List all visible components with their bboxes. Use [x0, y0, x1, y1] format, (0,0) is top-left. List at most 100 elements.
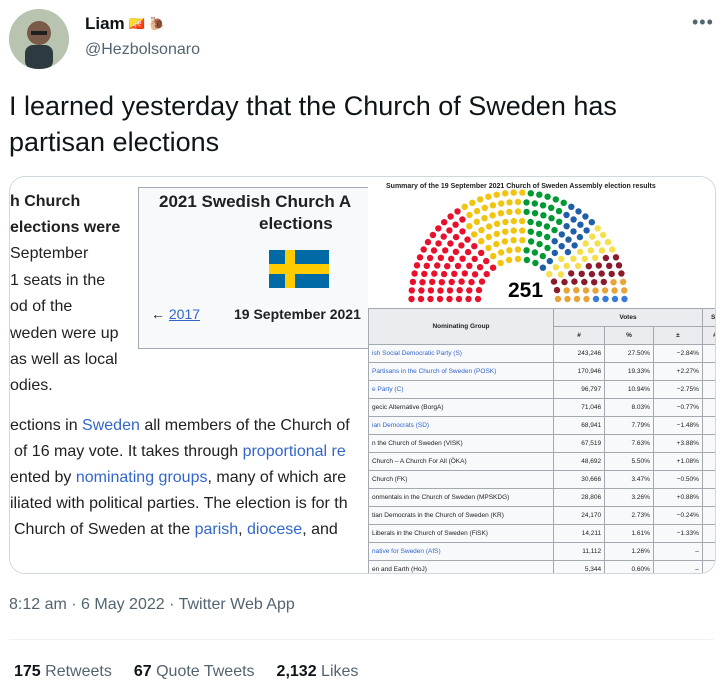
- seat-dot: [602, 295, 609, 303]
- seats-cell: 13: [701, 452, 715, 471]
- party-cell[interactable]: ian Democrats (SD): [368, 416, 554, 435]
- seat-dot: [419, 279, 426, 286]
- seats-cell: 19: [701, 416, 715, 435]
- text-segment: ented by: [10, 469, 76, 486]
- seat-dot: [464, 248, 472, 256]
- seat-dot: [561, 278, 568, 286]
- party-cell: Church – A Church For All (ÖKA): [368, 452, 554, 471]
- percent-cell: 1.61%: [604, 524, 654, 543]
- prev-election-link[interactable]: 2017: [168, 306, 201, 322]
- quote-tweets-stat[interactable]: 67 Quote Tweets: [134, 663, 255, 681]
- seat-dot: [489, 202, 497, 209]
- seat-dot: [411, 270, 418, 277]
- seat-dot: [514, 246, 522, 253]
- seat-dot: [459, 228, 466, 235]
- results-row: onmentals in the Church of Sweden (MPSKD…: [368, 488, 715, 507]
- seat-dot: [497, 249, 505, 256]
- seat-dot: [539, 202, 547, 209]
- seat-dot: [413, 262, 421, 269]
- seat-dot: [551, 226, 558, 234]
- proportional-link[interactable]: proportional re: [242, 443, 346, 460]
- seat-dot: [489, 264, 497, 271]
- seat-dot: [563, 223, 570, 230]
- parish-link[interactable]: parish: [194, 521, 239, 538]
- seat-dot: [611, 295, 619, 303]
- seat-dot: [571, 242, 578, 249]
- text-segment: , and: [302, 521, 338, 538]
- election-infobox: 2021 Swedish Church A elections ← 2017 1…: [138, 187, 368, 349]
- seat-dot: [468, 278, 475, 286]
- party-cell[interactable]: e Party (C): [368, 380, 554, 399]
- seat-dot: [478, 238, 485, 245]
- seat-dot: [565, 236, 572, 243]
- seat-dot: [571, 278, 578, 285]
- article-text-line: elections were: [10, 219, 121, 236]
- seat-dot: [427, 295, 434, 303]
- tweet-media-image[interactable]: h Church elections were September 1 seat…: [9, 176, 716, 574]
- seat-dot: [601, 287, 609, 294]
- sweden-link[interactable]: Sweden: [82, 417, 140, 434]
- seat-dot: [442, 247, 449, 254]
- seat-dot: [619, 278, 627, 286]
- seats-cell: 1: [701, 560, 715, 573]
- author-block: Liam 🇧🇹 🐌 @Hezbolsonaro: [85, 12, 200, 62]
- seat-dot: [536, 191, 543, 198]
- seat-dot: [531, 249, 539, 256]
- seat-dot: [531, 210, 539, 217]
- seat-dot: [451, 270, 458, 277]
- seat-dot: [485, 233, 492, 241]
- seat-dot: [519, 217, 526, 225]
- tweet-timestamp[interactable]: 8:12 am · 6 May 2022 · Twitter Web App: [9, 596, 295, 613]
- seat-dot: [570, 216, 577, 223]
- header-seats: Se: [701, 308, 715, 327]
- diocese-link[interactable]: diocese: [247, 521, 303, 538]
- seat-dot: [478, 249, 485, 257]
- seat-dot: [553, 286, 561, 294]
- seat-dot: [550, 278, 558, 285]
- author-handle[interactable]: @Hezbolsonaro: [85, 41, 200, 58]
- seat-dot: [589, 233, 596, 240]
- party-cell[interactable]: native for Sweden (AfS): [368, 542, 554, 561]
- seats-cell: 8: [701, 470, 715, 489]
- seats-cell: 19: [701, 434, 715, 453]
- author-name[interactable]: Liam: [85, 14, 125, 33]
- party-cell[interactable]: ish Social Democratic Party (S): [368, 344, 554, 363]
- seat-dot: [548, 215, 555, 222]
- quotes-count: 67: [133, 663, 152, 680]
- seat-dot: [610, 279, 617, 286]
- seat-dot: [583, 227, 590, 234]
- seat-dot: [430, 247, 438, 254]
- seat-dot: [554, 295, 562, 303]
- votes-cell: 96,797: [552, 380, 606, 399]
- subheader: ±: [652, 326, 703, 345]
- election-results-crop: Summary of the 19 September 2021 Church …: [368, 177, 715, 573]
- seat-dot: [581, 278, 588, 286]
- seat-dot: [592, 295, 600, 303]
- seat-dot: [615, 262, 623, 269]
- total-seats: 251: [508, 279, 544, 302]
- party-cell[interactable]: Partisans in the Church of Sweden (POSK): [368, 362, 554, 381]
- party-cell: en and Earth (HoJ): [368, 560, 554, 573]
- results-table: Nominating Group Votes Se # % ± # ish So…: [368, 308, 715, 573]
- seat-dot: [595, 262, 602, 269]
- seat-dot: [557, 271, 565, 278]
- avatar[interactable]: [9, 9, 69, 69]
- seat-dot: [546, 270, 553, 278]
- more-options-icon[interactable]: •••: [692, 12, 714, 32]
- seat-dot: [577, 221, 584, 228]
- author-name-row[interactable]: Liam 🇧🇹 🐌: [85, 12, 200, 36]
- seat-dot: [502, 190, 509, 197]
- seat-dot: [527, 218, 534, 226]
- article-para-line: iliated with political parties. The elec…: [10, 495, 348, 513]
- seat-dot: [514, 198, 522, 206]
- retweets-stat[interactable]: 175 Retweets: [14, 663, 112, 681]
- seat-dot: [459, 255, 466, 262]
- change-cell: +2.27%: [652, 362, 703, 381]
- percent-cell: 19.33%: [604, 362, 654, 381]
- tweet-text: I learned yesterday that the Church of S…: [9, 88, 709, 160]
- nominating-groups-link[interactable]: nominating groups: [75, 469, 208, 486]
- seat-dot: [481, 215, 488, 222]
- article-para-line: Church of Sweden at the parish, diocese,…: [14, 521, 338, 539]
- likes-stat[interactable]: 2,132 Likes: [277, 663, 359, 681]
- seat-dot: [452, 233, 460, 241]
